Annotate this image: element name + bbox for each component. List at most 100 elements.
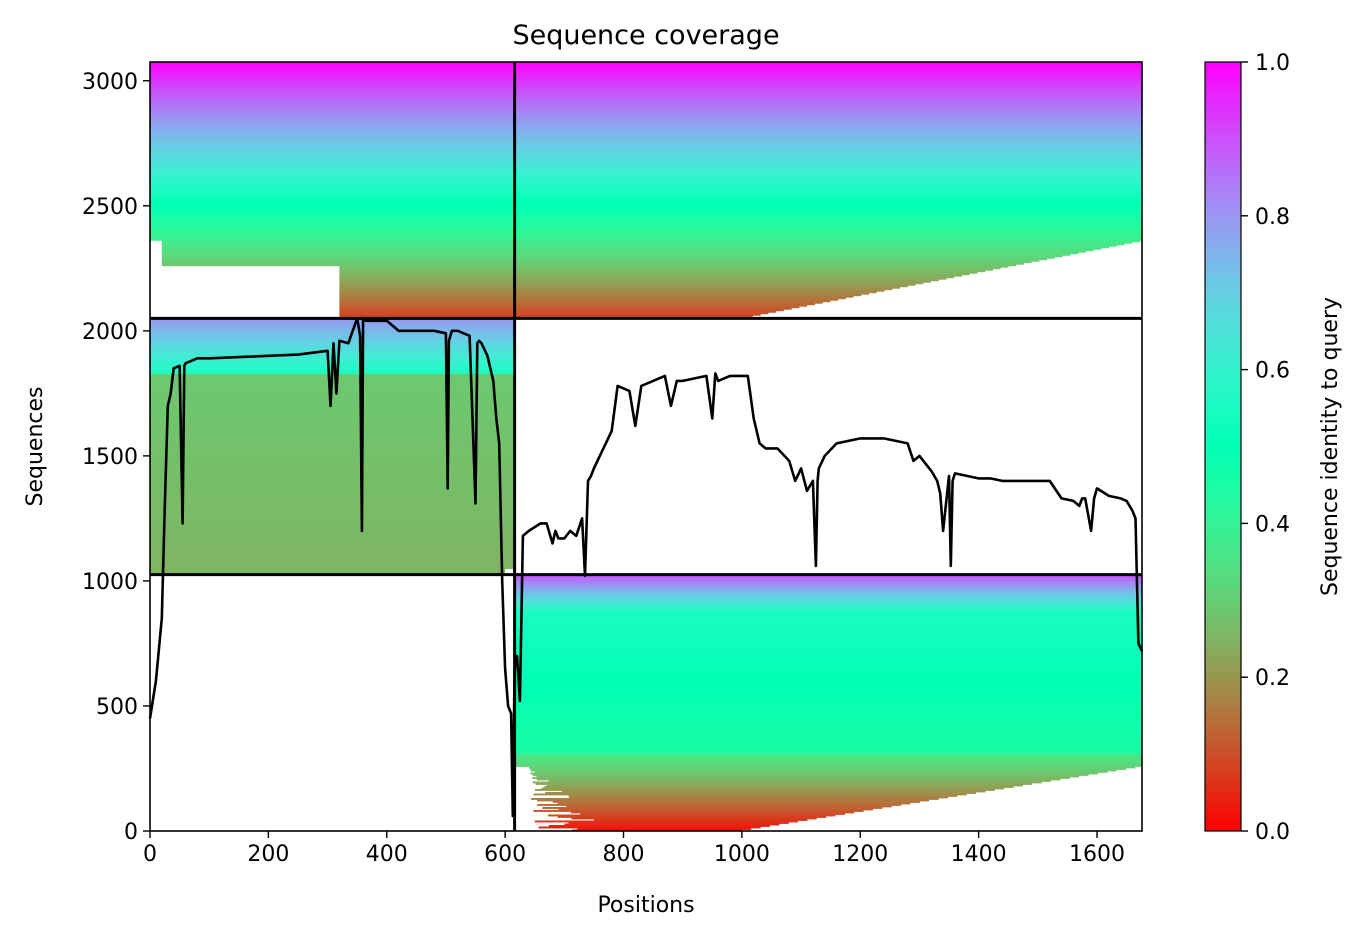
coverage-strip bbox=[150, 222, 1142, 225]
coverage-strip bbox=[150, 196, 1142, 199]
x-tick-label: 0 bbox=[143, 842, 157, 867]
coverage-strip bbox=[150, 169, 1142, 172]
coverage-strip bbox=[150, 204, 1142, 207]
coverage-strip bbox=[562, 790, 986, 793]
coverage-strip bbox=[150, 105, 1142, 108]
coverage-strip bbox=[514, 760, 1142, 763]
colorbar-tick-label: 0.8 bbox=[1255, 205, 1290, 230]
coverage-strip bbox=[150, 456, 515, 458]
x-tick-label: 1600 bbox=[1069, 842, 1125, 867]
coverage-strip bbox=[548, 814, 836, 817]
coverage-strip bbox=[150, 406, 515, 409]
coverage-strip bbox=[150, 511, 515, 514]
coverage-strip bbox=[150, 195, 1142, 198]
coverage-strip bbox=[150, 94, 1142, 97]
coverage-strip bbox=[150, 115, 1142, 118]
coverage-strip bbox=[533, 793, 967, 796]
coverage-strip bbox=[150, 232, 1142, 235]
coverage-strip bbox=[339, 294, 862, 297]
coverage-strip bbox=[150, 550, 515, 553]
coverage-strip bbox=[150, 90, 1142, 93]
coverage-strip bbox=[150, 465, 515, 467]
coverage-strip bbox=[514, 584, 1142, 587]
coverage-strip bbox=[514, 652, 1142, 655]
coverage-strip bbox=[514, 676, 1142, 679]
colorbar-label: Sequence identity to query bbox=[1318, 297, 1343, 596]
coverage-strip bbox=[150, 514, 515, 517]
coverage-strip bbox=[150, 394, 515, 397]
coverage-strip bbox=[514, 592, 1142, 595]
coverage-strip bbox=[150, 192, 1142, 195]
coverage-strip bbox=[594, 819, 808, 821]
coverage-strip bbox=[150, 136, 1142, 139]
coverage-strip bbox=[150, 330, 515, 332]
coverage-strip bbox=[150, 553, 515, 556]
coverage-strip bbox=[150, 237, 1142, 240]
colorbar-tick-label: 0.2 bbox=[1255, 666, 1290, 691]
coverage-strip bbox=[514, 699, 1142, 701]
coverage-strip bbox=[514, 593, 1142, 596]
coverage-strip bbox=[150, 82, 1142, 85]
coverage-strip bbox=[514, 742, 1142, 745]
coverage-strip bbox=[339, 288, 893, 291]
coverage-strip bbox=[150, 432, 515, 434]
coverage-strip bbox=[150, 442, 515, 445]
coverage-strip bbox=[150, 144, 1142, 147]
coverage-strip bbox=[514, 641, 1142, 644]
coverage-strip bbox=[150, 126, 1142, 129]
coverage-strip bbox=[150, 217, 1142, 220]
x-tick-label: 1000 bbox=[714, 842, 770, 867]
coverage-strip bbox=[514, 738, 1142, 740]
coverage-strip bbox=[150, 231, 1142, 234]
coverage-strip bbox=[150, 102, 1142, 105]
coverage-strip bbox=[150, 184, 1142, 187]
coverage-strip bbox=[514, 702, 1142, 704]
coverage-strip bbox=[514, 587, 1142, 590]
coverage-strip bbox=[339, 312, 769, 315]
coverage-strip bbox=[514, 715, 1142, 718]
coverage-strip bbox=[150, 540, 515, 543]
coverage-strip bbox=[150, 67, 1142, 70]
coverage-strip bbox=[150, 424, 515, 427]
coverage-strip bbox=[150, 336, 515, 338]
coverage-strip bbox=[514, 673, 1142, 676]
colorbar-tick-label: 0.6 bbox=[1255, 359, 1290, 384]
coverage-strip bbox=[150, 108, 1142, 111]
coverage-strip bbox=[514, 665, 1142, 668]
coverage-strip bbox=[150, 109, 1142, 112]
coverage-strip bbox=[150, 487, 515, 490]
coverage-strip bbox=[339, 267, 1001, 270]
coverage-strip bbox=[339, 303, 815, 306]
coverage-strip bbox=[150, 531, 515, 534]
coverage-strip bbox=[514, 613, 1142, 616]
coverage-strip bbox=[150, 180, 1142, 183]
coverage-strip bbox=[150, 168, 1142, 171]
coverage-strip bbox=[514, 721, 1142, 724]
coverage-strip bbox=[150, 426, 515, 428]
coverage-strip bbox=[514, 581, 1142, 584]
coverage-strip bbox=[161, 250, 1086, 253]
coverage-strip bbox=[150, 145, 1142, 148]
coverage-strip bbox=[339, 268, 993, 271]
coverage-strip bbox=[339, 283, 916, 286]
coverage-strip bbox=[514, 757, 1142, 760]
coverage-strip bbox=[161, 262, 1024, 265]
coverage-strip bbox=[150, 451, 515, 454]
coverage-strip bbox=[150, 403, 515, 406]
coverage-strip bbox=[150, 97, 1142, 100]
coverage-strip bbox=[339, 310, 777, 313]
coverage-strip bbox=[150, 162, 1142, 165]
x-tick-label: 200 bbox=[247, 842, 289, 867]
coverage-strip bbox=[514, 745, 1142, 748]
coverage-strip bbox=[532, 777, 1070, 779]
coverage-strip bbox=[514, 608, 1142, 611]
coverage-strip bbox=[514, 711, 1142, 713]
coverage-strip bbox=[514, 691, 1142, 694]
coverage-strip bbox=[150, 450, 515, 452]
coverage-strip bbox=[514, 670, 1142, 673]
coverage-strip bbox=[339, 301, 823, 304]
y-tick-label: 1000 bbox=[82, 570, 138, 595]
y-tick-label: 1500 bbox=[82, 445, 138, 470]
coverage-strip bbox=[548, 825, 770, 827]
coverage-strip bbox=[514, 631, 1142, 634]
